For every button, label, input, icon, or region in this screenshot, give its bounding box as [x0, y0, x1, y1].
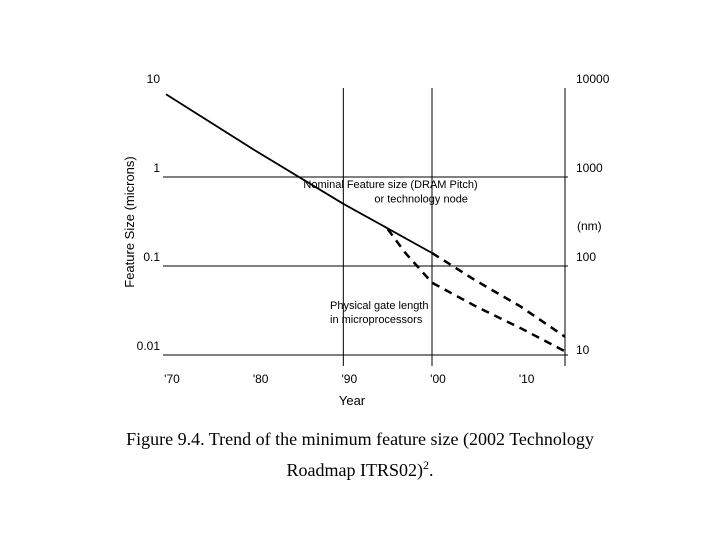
series-gate-dashed — [386, 228, 566, 353]
feature-size-chart: '70'80'90'00'101010.10.0110000100010010 … — [122, 72, 610, 408]
annotation-3: in microprocessors — [330, 314, 423, 326]
x-tick-label-3: '00 — [430, 372, 446, 386]
series-node-dashed — [431, 251, 566, 338]
caption-line-1: Figure 9.4. Trend of the minimum feature… — [126, 429, 594, 449]
x-tick-label-1: '80 — [253, 372, 269, 386]
y-tick-label-left-0: 10 — [147, 72, 161, 86]
y-tick-label-right-0: 10000 — [576, 72, 610, 86]
caption-superscript: 2 — [423, 458, 429, 472]
annotations: Nominal Feature size (DRAM Pitch) or tech… — [303, 179, 477, 326]
x-tick-label-4: '10 — [519, 372, 535, 386]
y-tick-label-right-1: 1000 — [576, 161, 603, 175]
caption-line-2-text: Roadmap ITRS02) — [286, 460, 424, 480]
y2-axis-label: (nm) — [577, 219, 602, 233]
figure-caption: Figure 9.4. Trend of the minimum feature… — [60, 426, 660, 483]
annotation-1: or technology node — [374, 193, 468, 205]
x-axis-label: Year — [339, 393, 366, 408]
grid-lines — [163, 88, 568, 366]
y-axis-label: Feature Size (microns) — [122, 156, 137, 287]
series-lines — [165, 93, 566, 353]
caption-line-2: Roadmap ITRS02)2. — [60, 452, 660, 483]
annotation-0: Nominal Feature size (DRAM Pitch) — [303, 179, 477, 191]
y-tick-label-right-2: 100 — [576, 250, 596, 264]
series-node-solid — [165, 93, 433, 254]
y-tick-label-left-3: 0.01 — [137, 339, 161, 353]
annotation-2: Physical gate length — [330, 300, 428, 312]
y-tick-label-right-3: 10 — [576, 343, 590, 357]
caption-end: . — [429, 460, 434, 480]
tick-labels: '70 '80 '90 '00 '10 10 1 0.1 0.01 10000 1000 100 10 — [137, 72, 610, 386]
y-tick-label-left-2: 0.1 — [143, 250, 160, 264]
x-tick-label-2: '90 — [342, 372, 358, 386]
y-tick-label-left-1: 1 — [153, 161, 160, 175]
x-tick-label-0: '70 — [164, 372, 180, 386]
